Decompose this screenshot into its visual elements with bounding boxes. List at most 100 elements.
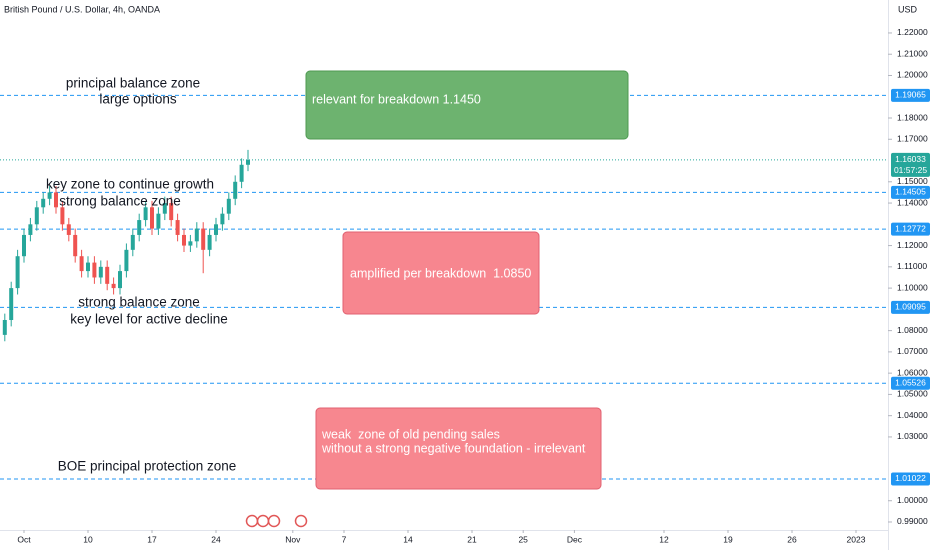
- current-price-label: 1.16033: [895, 154, 926, 164]
- candle: [182, 228, 186, 252]
- candle: [175, 213, 180, 242]
- candle-body: [28, 224, 33, 235]
- candle: [86, 256, 90, 278]
- y-tick-label: 1.17000: [897, 134, 928, 144]
- candle-body: [15, 256, 20, 289]
- candle: [34, 200, 39, 231]
- x-tick-label: 7: [342, 534, 347, 544]
- x-tick-label: 26: [787, 534, 797, 544]
- candle: [79, 249, 84, 278]
- y-tick-label: 1.06000: [897, 367, 928, 377]
- x-tick-label: 10: [83, 534, 93, 544]
- candle: [226, 192, 231, 221]
- annotation-box-text: amplified per breakdown 1.0850: [350, 266, 531, 280]
- x-tick-label: 24: [211, 534, 221, 544]
- candle: [207, 228, 212, 257]
- candle-body: [73, 234, 78, 257]
- candle-body: [41, 198, 46, 208]
- candle: [239, 158, 244, 189]
- countdown-label: 01:57:25: [894, 165, 927, 175]
- y-tick-label: 1.00000: [897, 495, 928, 505]
- candle-body: [105, 266, 110, 284]
- annotation-box-text: without a strong negative foundation - i…: [321, 441, 586, 455]
- candle-body: [111, 283, 116, 289]
- candle: [130, 228, 135, 257]
- event-icon: [245, 514, 259, 528]
- candle: [105, 260, 110, 291]
- candle: [124, 243, 129, 278]
- y-tick-label: 1.11000: [897, 261, 927, 271]
- y-tick-label: 1.14000: [897, 197, 928, 207]
- candle-body: [86, 262, 90, 272]
- x-tick-label: 12: [659, 534, 669, 544]
- candle-body: [66, 224, 71, 235]
- y-tick-label: 1.20000: [897, 70, 928, 80]
- y-tick-label: 1.10000: [897, 282, 928, 292]
- candle: [150, 200, 154, 235]
- level-label-bg: [891, 300, 930, 314]
- level-label: 1.01022: [895, 473, 926, 483]
- candle: [137, 213, 142, 242]
- y-tick-label: 1.22000: [897, 27, 928, 37]
- current-price-bg: [891, 152, 930, 177]
- candle: [246, 149, 250, 172]
- candle: [188, 234, 193, 252]
- candle: [214, 217, 218, 242]
- candle: [28, 217, 33, 242]
- candle-body: [34, 207, 39, 225]
- annotation-box-text: weak zone of old pending sales: [321, 427, 500, 441]
- candle: [194, 222, 199, 248]
- y-tick-label: 1.07000: [897, 346, 928, 356]
- candle: [41, 192, 46, 214]
- candle-body: [9, 288, 14, 320]
- level-label: 1.14505: [895, 187, 926, 197]
- candle-body: [194, 228, 199, 242]
- annotation: key level for active decline: [70, 312, 228, 327]
- candle-body: [220, 213, 225, 225]
- chart-title: British Pound / U.S. Dollar, 4h, OANDA: [4, 4, 160, 14]
- level-label-bg: [891, 472, 930, 486]
- x-tick-label: 19: [723, 534, 733, 544]
- candle-body: [98, 266, 103, 278]
- annotation: strong balance zone: [59, 194, 181, 209]
- candle-body: [226, 198, 231, 214]
- candle: [98, 260, 103, 284]
- candle: [54, 186, 58, 214]
- candle-body: [233, 181, 238, 199]
- candle: [92, 256, 97, 284]
- candle-body: [214, 224, 218, 235]
- annotation-box: [342, 231, 540, 315]
- x-tick-label: Oct: [17, 534, 31, 544]
- candle-body: [79, 256, 84, 272]
- event-icon: [267, 514, 281, 528]
- candle: [15, 249, 20, 295]
- annotation: principal balance zone: [66, 76, 200, 91]
- candle-body: [246, 159, 250, 165]
- candle-body: [54, 192, 58, 208]
- level-label: 1.12772: [895, 223, 926, 233]
- candle-body: [143, 207, 148, 221]
- candle: [162, 196, 167, 221]
- candle-body: [182, 234, 186, 246]
- x-tick-label: 21: [467, 534, 477, 544]
- y-tick-label: 1.05000: [897, 389, 928, 399]
- candle-body: [92, 262, 97, 278]
- x-tick-label: 14: [403, 534, 413, 544]
- annotation-box: [305, 70, 629, 140]
- annotation: key zone to continue growth: [46, 177, 214, 192]
- event-icons: [245, 514, 308, 528]
- y-tick-label: 1.08000: [897, 325, 928, 335]
- level-label-bg: [891, 376, 930, 390]
- candle-body: [188, 241, 193, 246]
- x-tick-label: Nov: [285, 534, 301, 544]
- candle-body: [137, 220, 142, 235]
- candle: [233, 175, 238, 206]
- y-tick-label: 1.04000: [897, 410, 928, 420]
- candle: [66, 217, 71, 242]
- x-tick-label: 25: [518, 534, 528, 544]
- event-icon: [256, 514, 270, 528]
- candle-body: [130, 234, 135, 250]
- level-label-bg: [891, 185, 930, 199]
- candle: [22, 228, 26, 263]
